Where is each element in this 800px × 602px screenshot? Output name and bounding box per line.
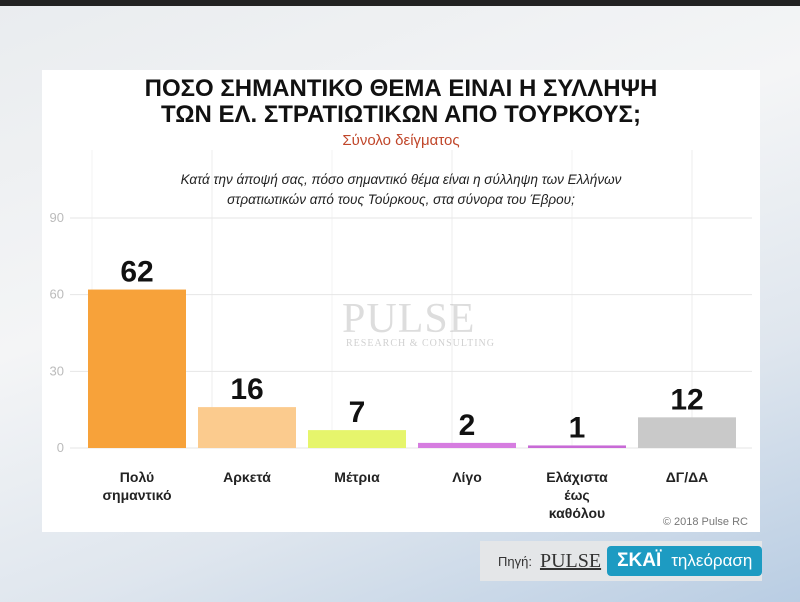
pulse-watermark-sub: RESEARCH & CONSULTING: [346, 338, 495, 349]
data-label: 16: [230, 373, 263, 406]
chart-title-line-1: ΠΟΣΟ ΣΗΜΑΝΤΙΚΟ ΘΕΜΑ ΕΙΝΑΙ Η ΣΥΛΛΗΨΗ: [144, 75, 658, 102]
source-label: Πηγή:: [498, 553, 532, 569]
x-tick-label: ΔΓ/ΔΑ: [666, 469, 709, 485]
source-bar: Πηγή: PULSE ΣΚΑΪ τηλεόραση: [480, 541, 763, 581]
y-tick-label: 90: [50, 210, 64, 225]
x-tick-label: Λίγο: [452, 469, 482, 485]
bar-5: [638, 417, 736, 448]
x-tick-label: Μέτρια: [334, 469, 380, 485]
x-tick-label: Πολύ: [120, 469, 154, 485]
x-tick-label: σημαντικό: [102, 487, 171, 503]
data-label: 12: [670, 383, 703, 416]
chart-subtitle: Σύνολο δείγματος: [342, 132, 460, 149]
bar-2: [308, 430, 406, 448]
skai-name: ΣΚΑΪ: [617, 550, 662, 571]
data-label: 7: [349, 396, 366, 429]
bar-1: [198, 407, 296, 448]
x-tick-label: καθόλου: [549, 505, 605, 521]
x-tick-label: Ελάχιστα: [546, 469, 608, 485]
pulse-logo: PULSE: [539, 549, 602, 572]
chart-title-line-2: ΤΩΝ ΕΛ. ΣΤΡΑΤΙΩΤΙΚΩΝ ΑΠΟ ΤΟΥΡΚΟΥΣ;: [161, 101, 641, 128]
question-line-2: στρατιωτικών από τους Τούρκους, στα σύνο…: [227, 192, 575, 207]
skai-logo: ΣΚΑΪ τηλεόραση: [607, 546, 763, 576]
data-label: 2: [459, 409, 476, 442]
skai-tv: τηλεόραση: [671, 551, 753, 570]
question-text: Κατά την άποψή σας, πόσο σημαντικό θέμα …: [42, 170, 760, 210]
y-tick-label: 0: [57, 440, 64, 455]
x-tick-label: έως: [564, 487, 589, 503]
bar-0: [88, 289, 186, 448]
chart-card: 0 30 60 90 62 Πολύ σημαντικό 16 Αρκετά 7 Μέτρια 2 Λί…: [42, 70, 760, 532]
pulse-watermark: PULSE: [342, 296, 476, 342]
y-tick-label: 30: [50, 363, 64, 378]
bar-chart: 0 30 60 90 62 Πολύ σημαντικό 16 Αρκετά 7 Μέτρια 2 Λί…: [50, 150, 752, 521]
bar-4: [528, 445, 626, 448]
question-line-1: Κατά την άποψή σας, πόσο σημαντικό θέμα …: [180, 172, 622, 187]
copyright: © 2018 Pulse RC: [662, 516, 748, 528]
x-tick-label: Αρκετά: [223, 469, 271, 485]
data-label: 1: [569, 411, 586, 444]
data-label: 62: [120, 256, 153, 289]
y-tick-label: 60: [50, 287, 64, 302]
bar-3: [418, 442, 516, 448]
top-bar: [0, 0, 800, 6]
